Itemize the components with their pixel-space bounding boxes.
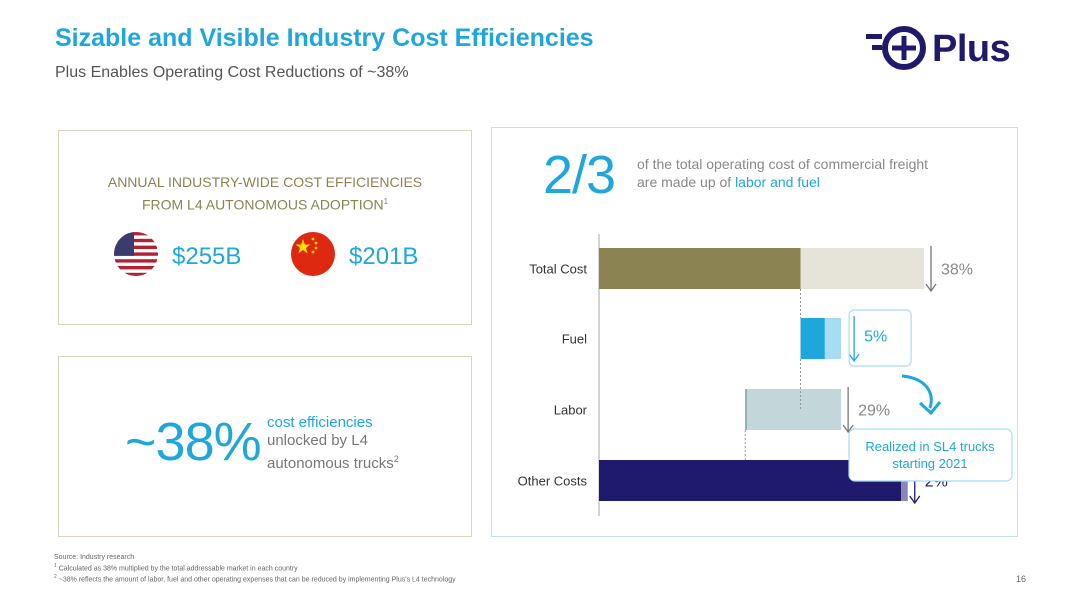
arrow-head-other-costs-icon xyxy=(909,495,921,505)
category-label-other-costs: Other Costs xyxy=(518,474,588,489)
annual-efficiencies-panel: ANNUAL INDUSTRY-WIDE COST EFFICIENCIES F… xyxy=(58,130,472,325)
bar-fuel-remaining xyxy=(800,318,825,359)
arrow-head-labor-icon xyxy=(842,424,854,434)
arrow-head-total-cost-icon xyxy=(925,283,937,293)
arrow-head-fuel-icon xyxy=(848,353,860,363)
efficiency-panel: ~38% cost efficiencies unlocked by L4 au… xyxy=(58,356,472,537)
logo-wordmark: Plus xyxy=(932,28,1011,70)
page-title: Sizable and Visible Industry Cost Effici… xyxy=(55,24,594,52)
callout-arrow-icon xyxy=(901,374,933,409)
china-flag-icon xyxy=(291,232,335,276)
two-thirds-figure: 2/3 xyxy=(543,145,616,205)
callout-line1: Realized in SL4 trucks xyxy=(865,439,995,454)
bar-total-cost-reduction xyxy=(800,248,924,289)
china-savings-amount: $201B xyxy=(349,243,419,270)
bar-fuel-reduction xyxy=(824,318,842,359)
bar-labor-remaining xyxy=(745,389,747,430)
cost-breakdown-panel xyxy=(491,127,1018,537)
bar-total-cost-remaining xyxy=(599,248,801,289)
category-label-fuel: Fuel xyxy=(562,332,587,347)
footnote-2: 2 ~38% reflects the amount of labor, fue… xyxy=(54,574,456,584)
reduction-label-labor: 29% xyxy=(858,403,890,420)
annual-efficiencies-heading: ANNUAL INDUSTRY-WIDE COST EFFICIENCIES F… xyxy=(107,174,423,213)
category-label-total-cost: Total Cost xyxy=(529,262,587,277)
fuel-highlight-box xyxy=(848,309,912,367)
footnotes: Source: Industry research 1 Calculated a… xyxy=(54,553,456,585)
bar-labor-reduction xyxy=(746,389,842,430)
reduction-label-fuel: 5% xyxy=(864,329,887,346)
reduction-label-total-cost: 38% xyxy=(941,262,973,279)
callout-box xyxy=(848,428,1013,482)
us-flag-icon xyxy=(114,232,158,276)
category-label-labor: Labor xyxy=(554,403,588,418)
page-subtitle: Plus Enables Operating Cost Reductions o… xyxy=(55,64,409,81)
footnote-1: 1 Calculated as 38% multiplied by the to… xyxy=(54,563,298,573)
efficiency-percentage: ~38% xyxy=(125,412,262,472)
callout-line2: starting 2021 xyxy=(892,456,967,471)
callout-arrowhead-icon xyxy=(918,401,942,416)
page-number: 16 xyxy=(1016,574,1027,584)
us-savings-amount: $255B xyxy=(172,243,242,270)
efficiency-description: cost efficiencies unlocked by L4 autonom… xyxy=(267,414,399,472)
two-thirds-description: of the total operating cost of commercia… xyxy=(637,156,929,190)
footnote-source: Source: Industry research xyxy=(54,554,135,561)
plus-logo-icon xyxy=(866,26,926,70)
